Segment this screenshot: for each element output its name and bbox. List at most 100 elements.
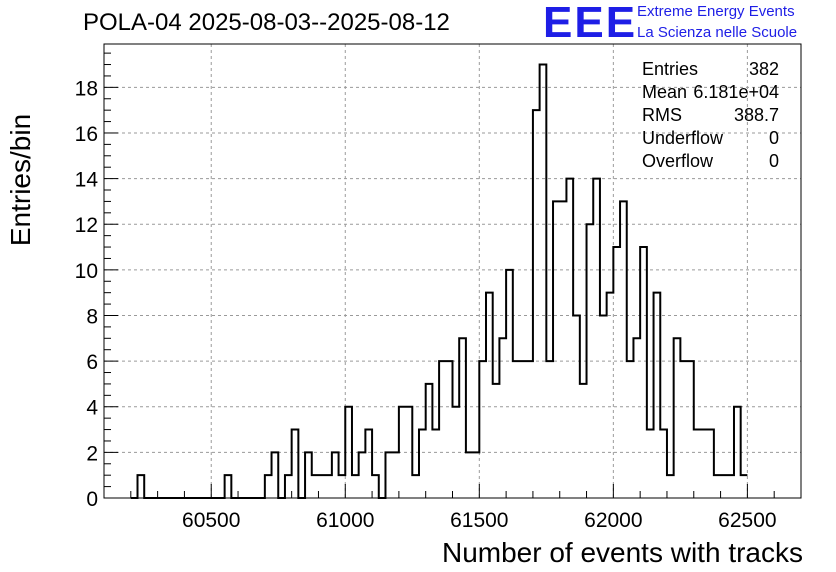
histogram-bin	[654, 293, 661, 498]
histogram-bin	[553, 201, 560, 498]
stats-overflow-value: 0	[768, 151, 779, 171]
histogram-bin	[318, 475, 325, 498]
histogram-bin	[633, 338, 640, 498]
stats-row-entries: Entries 382	[642, 59, 779, 82]
org-name-line1: Extreme Energy Events	[637, 3, 795, 20]
org-name-line2: La Scienza nelle Scuole	[637, 24, 798, 41]
histogram-bin	[694, 430, 701, 498]
tick-labels: 60500 61000 61500 62000 62500 0 2 4 6 8 10 12 14 16 18	[75, 77, 777, 532]
histogram-bin	[607, 293, 614, 498]
histogram-bin	[680, 361, 687, 498]
histogram-bin	[325, 475, 332, 498]
stats-row-rms: RMS 388.7	[642, 105, 779, 128]
histogram-bin	[305, 452, 312, 498]
histogram-bin	[272, 452, 279, 498]
histogram-bin	[426, 384, 433, 498]
histogram-bin	[439, 361, 446, 498]
histogram-bin	[566, 179, 573, 498]
histogram-bin	[493, 384, 500, 498]
histogram-bin	[506, 270, 513, 498]
y-tick-label: 8	[86, 305, 98, 328]
stats-row-mean: Mean 6.181e+04	[642, 82, 779, 105]
x-tick-label: 61000	[316, 509, 374, 532]
histogram-bin	[372, 475, 379, 498]
stats-underflow-value: 0	[768, 128, 779, 148]
histogram-bin	[727, 475, 734, 498]
histogram-bin	[667, 475, 674, 498]
chart-title: POLA-04 2025-08-03--2025-08-12	[83, 9, 450, 36]
histogram-bin	[593, 179, 600, 498]
histogram-bin	[741, 475, 748, 498]
x-tick-label: 62000	[584, 509, 642, 532]
y-tick-label: 12	[75, 214, 98, 237]
histogram-bin	[466, 452, 473, 498]
y-tick-label: 14	[75, 169, 99, 192]
histogram-bin	[412, 475, 419, 498]
histogram-bin	[359, 452, 366, 498]
histogram-bin	[660, 430, 667, 498]
stats-mean-label: Mean	[642, 82, 688, 102]
stats-entries-label: Entries	[642, 59, 699, 79]
histogram-bin	[265, 475, 272, 498]
histogram-bin	[627, 361, 634, 498]
histogram-bin	[339, 475, 346, 498]
stats-entries-value: 382	[748, 59, 779, 79]
histogram-outline	[130, 63, 748, 499]
stats-row-overflow: Overflow 0	[642, 151, 779, 174]
stats-box: Entries 382 Mean 6.181e+04 RMS 388.7 Und…	[642, 59, 779, 174]
histogram-bin	[459, 338, 466, 498]
histogram-bin	[560, 201, 567, 498]
histogram-bin	[526, 361, 533, 498]
stats-row-underflow: Underflow 0	[642, 128, 779, 151]
histogram-bin	[520, 361, 527, 498]
stats-overflow-label: Overflow	[642, 151, 714, 171]
histogram-bin	[721, 475, 728, 498]
y-tick-label: 18	[75, 77, 98, 100]
y-tick-label: 2	[86, 442, 98, 465]
histogram-bin	[312, 475, 319, 498]
histogram-bin	[446, 361, 453, 498]
histogram-bin	[513, 361, 520, 498]
histogram-bin	[580, 384, 587, 498]
stats-rms-label: RMS	[642, 105, 682, 125]
histogram-bin	[479, 361, 486, 498]
histogram-bin	[332, 452, 339, 498]
histogram-bin	[540, 65, 547, 498]
histogram-bin	[714, 475, 721, 498]
histogram-bin	[533, 110, 540, 498]
histogram-bin	[499, 338, 506, 498]
y-tick-label: 4	[86, 397, 98, 420]
histogram-bin	[620, 201, 627, 498]
y-tick-label: 0	[86, 488, 98, 511]
x-tick-label: 62500	[718, 509, 776, 532]
histogram-bin	[640, 247, 647, 498]
histogram-bin	[138, 475, 145, 498]
histogram-bin	[385, 452, 392, 498]
histogram-bin	[392, 452, 399, 498]
histogram-bin	[292, 430, 299, 498]
histogram-bin	[225, 475, 232, 498]
histogram-bin	[647, 430, 654, 498]
histogram-bin	[285, 475, 292, 498]
y-tick-label: 16	[75, 123, 98, 146]
stats-underflow-label: Underflow	[642, 128, 724, 148]
y-tick-label: 10	[75, 260, 98, 283]
x-axis-label: Number of events with tracks	[441, 537, 803, 568]
x-tick-label: 60500	[182, 509, 240, 532]
histogram-bin	[419, 430, 426, 498]
y-tick-label: 6	[86, 351, 98, 374]
histogram-bin	[674, 338, 681, 498]
axis-ticks	[103, 52, 802, 499]
histogram-bin	[707, 430, 714, 498]
histogram-bin	[432, 430, 439, 498]
histogram-bin	[546, 361, 553, 498]
eee-logo: EEE	[543, 0, 638, 47]
x-tick-label: 61500	[450, 509, 508, 532]
histogram-bin	[352, 475, 359, 498]
histogram-bin	[687, 361, 694, 498]
histogram-bin	[700, 430, 707, 498]
histogram-bin	[365, 430, 372, 498]
histogram-bin	[486, 293, 493, 498]
histogram-bin	[613, 247, 620, 498]
